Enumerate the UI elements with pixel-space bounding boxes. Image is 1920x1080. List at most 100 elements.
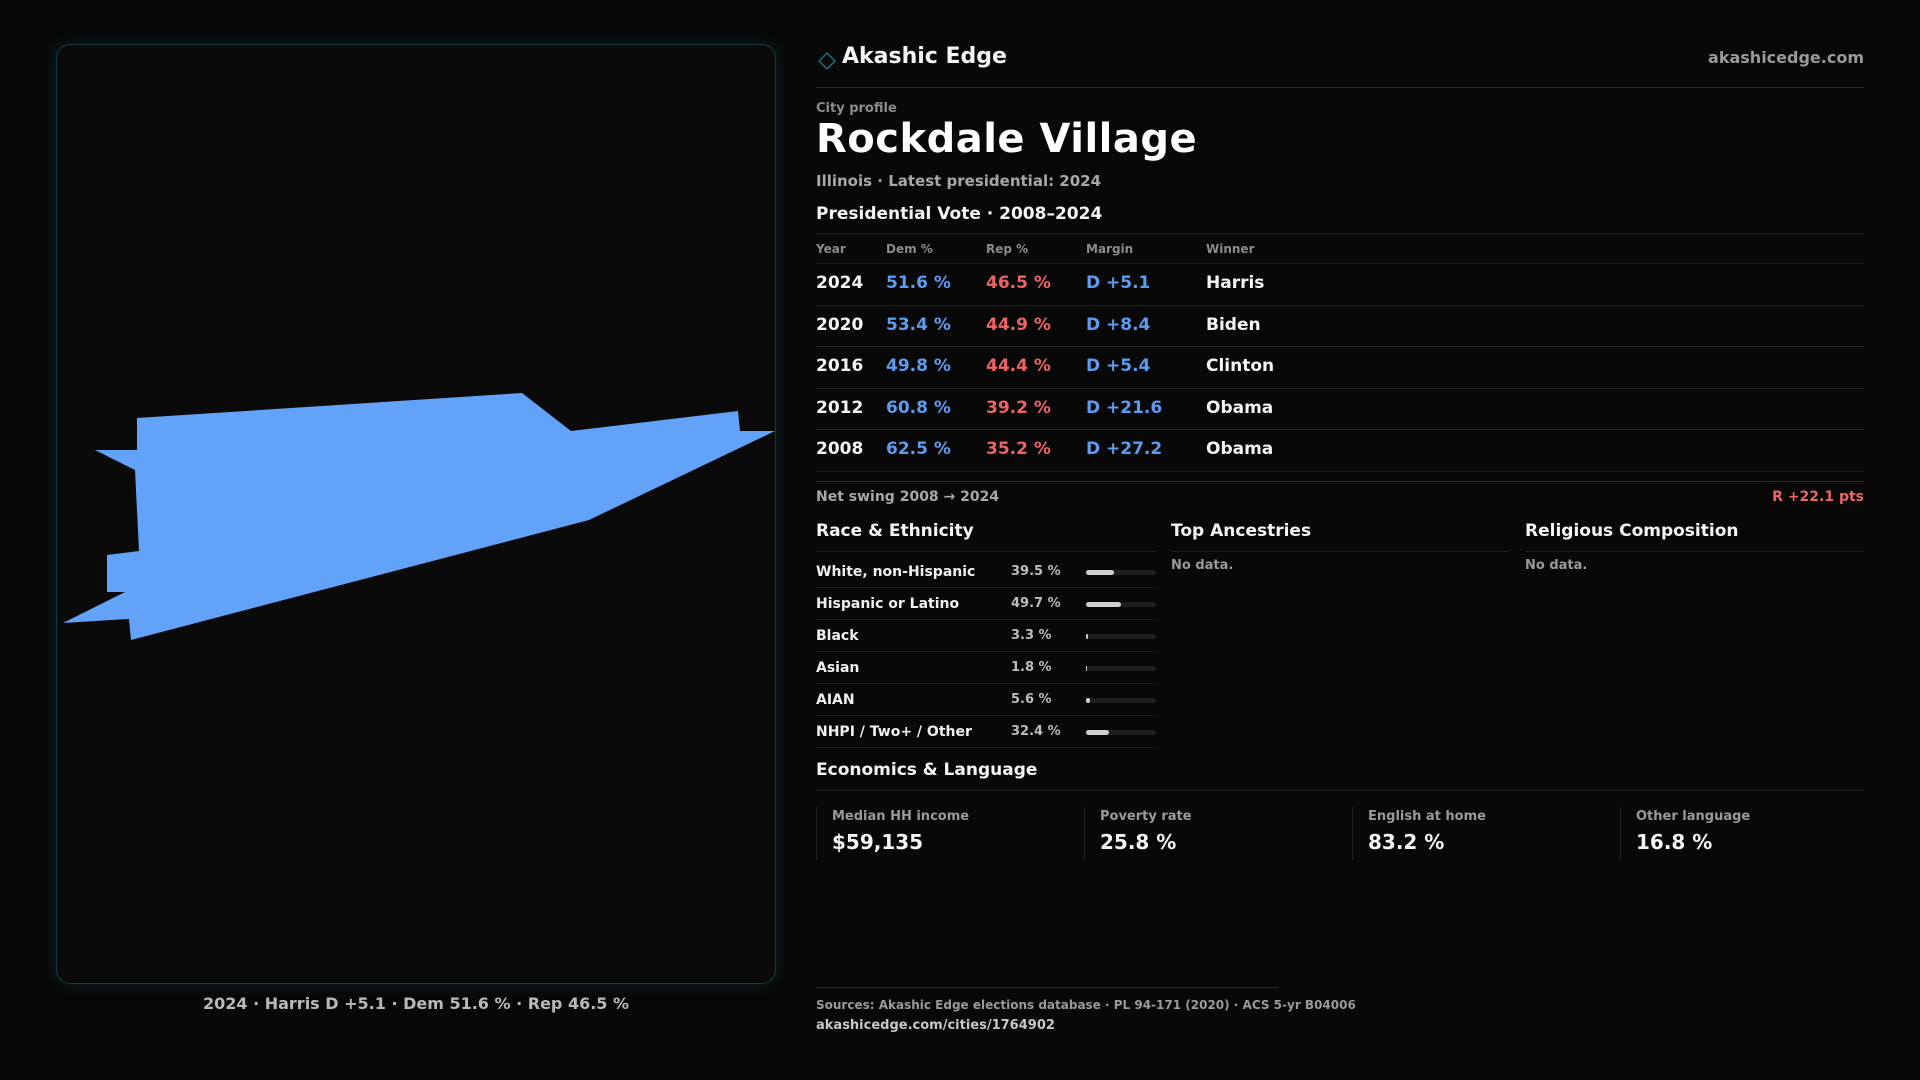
race-label: Black (816, 628, 859, 644)
presidential-vote-title: Presidential Vote · 2008–2024 (816, 204, 1103, 224)
site-link[interactable]: akashicedge.com (1708, 48, 1864, 67)
race-bar-fill (1086, 634, 1089, 639)
race-label: Hispanic or Latino (816, 596, 960, 612)
race-bar (1086, 634, 1156, 639)
page-title: Rockdale Village (816, 116, 1198, 162)
city-boundary-map (63, 393, 775, 640)
winner-cell: Obama (1206, 397, 1274, 418)
header-winner: Winner (1206, 242, 1255, 256)
race-percent: 32.4 % (1011, 724, 1061, 739)
race-percent: 49.7 % (1011, 596, 1061, 611)
religion-section-divider (1525, 551, 1864, 552)
page-subtitle: Illinois · Latest presidential: 2024 (816, 172, 1102, 190)
table-row: 2012 60.8 % 39.2 % D +21.6 Obama (816, 389, 1864, 430)
page-kicker: City profile (816, 101, 897, 116)
race-label: White, non-Hispanic (816, 564, 976, 580)
footer-divider (816, 987, 1279, 988)
margin-cell: D +21.6 (1086, 397, 1163, 418)
religion-section-title: Religious Composition (1525, 521, 1739, 541)
table-row: 2024 51.6 % 46.5 % D +5.1 Harris (816, 264, 1864, 306)
stat-card-poverty-rate: Poverty rate 25.8 % (1084, 806, 1334, 860)
stat-label: Other language (1636, 809, 1751, 824)
list-item: Hispanic or Latino 49.7 % (816, 588, 1156, 620)
stat-value: 25.8 % (1100, 830, 1177, 854)
race-bar (1086, 698, 1156, 703)
presidential-vote-table: Year Dem % Rep % Margin Winner 2024 51.6… (816, 233, 1864, 472)
net-swing-value: R +22.1 pts (1772, 489, 1864, 505)
year-cell: 2020 (816, 314, 864, 335)
winner-cell: Clinton (1206, 356, 1275, 376)
race-percent: 39.5 % (1011, 564, 1061, 579)
race-bar (1086, 570, 1156, 575)
stat-card-english-at-home: English at home 83.2 % (1352, 806, 1602, 860)
dem-cell: 60.8 % (886, 397, 951, 418)
table-row: 2020 53.4 % 44.9 % D +8.4 Biden (816, 306, 1864, 347)
dem-cell: 62.5 % (886, 439, 951, 459)
header-dem: Dem % (886, 242, 933, 256)
brand-name: Akashic Edge (842, 44, 1007, 69)
city-map-panel (56, 44, 776, 984)
footer-url-link[interactable]: akashicedge.com/cities/1764902 (816, 1018, 1055, 1033)
rep-cell: 39.2 % (986, 397, 1051, 418)
stat-label: English at home (1368, 809, 1486, 824)
race-percent: 1.8 % (1011, 660, 1052, 675)
rep-cell: 44.9 % (986, 314, 1051, 335)
race-label: Asian (816, 660, 860, 676)
ancestries-section-title: Top Ancestries (1171, 521, 1312, 541)
race-ethnicity-list: White, non-Hispanic 39.5 % Hispanic or L… (816, 556, 1156, 748)
header-year: Year (816, 242, 846, 256)
economics-section-title: Economics & Language (816, 760, 1038, 780)
winner-cell: Obama (1206, 439, 1274, 459)
race-percent: 3.3 % (1011, 628, 1052, 643)
ancestries-section-divider (1171, 551, 1509, 552)
list-item: White, non-Hispanic 39.5 % (816, 556, 1156, 588)
race-bar-fill (1086, 730, 1109, 735)
city-boundary-shape (63, 393, 775, 640)
race-bar-fill (1086, 602, 1121, 607)
header-rep: Rep % (986, 242, 1029, 256)
year-cell: 2024 (816, 273, 864, 293)
net-swing-label: Net swing 2008 → 2024 (816, 489, 1000, 505)
rep-cell: 46.5 % (986, 273, 1051, 293)
map-caption: 2024 · Harris D +5.1 · Dem 51.6 % · Rep … (202, 994, 630, 1013)
race-section-divider (816, 551, 1156, 552)
race-bar-fill (1086, 698, 1090, 703)
race-section-title: Race & Ethnicity (816, 521, 974, 541)
stat-card-other-language: Other language 16.8 % (1620, 806, 1870, 860)
dem-cell: 49.8 % (886, 356, 951, 376)
table-header: Year Dem % Rep % Margin Winner (816, 234, 1864, 264)
diamond-logo-icon (818, 52, 836, 70)
rep-cell: 35.2 % (986, 439, 1051, 459)
stat-value: 16.8 % (1636, 830, 1713, 854)
economics-stats: Median HH income $59,135 Poverty rate 25… (816, 806, 1864, 860)
economics-section-divider (816, 790, 1864, 791)
table-row: 2016 49.8 % 44.4 % D +5.4 Clinton (816, 347, 1864, 389)
winner-cell: Harris (1206, 273, 1265, 293)
rep-cell: 44.4 % (986, 356, 1051, 376)
year-cell: 2012 (816, 397, 864, 418)
net-swing-row: Net swing 2008 → 2024 R +22.1 pts (816, 481, 1864, 505)
race-percent: 5.6 % (1011, 692, 1052, 707)
race-label: NHPI / Two+ / Other (816, 724, 972, 740)
race-bar-fill (1086, 666, 1088, 671)
margin-cell: D +5.4 (1086, 356, 1151, 376)
ancestries-empty-text: No data. (1171, 558, 1234, 573)
race-bar (1086, 666, 1156, 671)
margin-cell: D +8.4 (1086, 314, 1151, 335)
header-margin: Margin (1086, 242, 1134, 256)
race-label: AIAN (816, 692, 855, 708)
dem-cell: 53.4 % (886, 314, 951, 335)
table-row: 2008 62.5 % 35.2 % D +27.2 Obama (816, 430, 1864, 472)
list-item: NHPI / Two+ / Other 32.4 % (816, 716, 1156, 748)
stat-value: $59,135 (832, 830, 924, 854)
margin-cell: D +27.2 (1086, 439, 1163, 459)
list-item: Asian 1.8 % (816, 652, 1156, 684)
stat-label: Median HH income (832, 809, 970, 824)
religion-empty-text: No data. (1525, 558, 1588, 573)
stat-card-median-income: Median HH income $59,135 (816, 806, 1066, 860)
footer-sources: Sources: Akashic Edge elections database… (816, 998, 1356, 1012)
race-bar (1086, 602, 1156, 607)
list-item: Black 3.3 % (816, 620, 1156, 652)
race-bar (1086, 730, 1156, 735)
winner-cell: Biden (1206, 314, 1261, 335)
